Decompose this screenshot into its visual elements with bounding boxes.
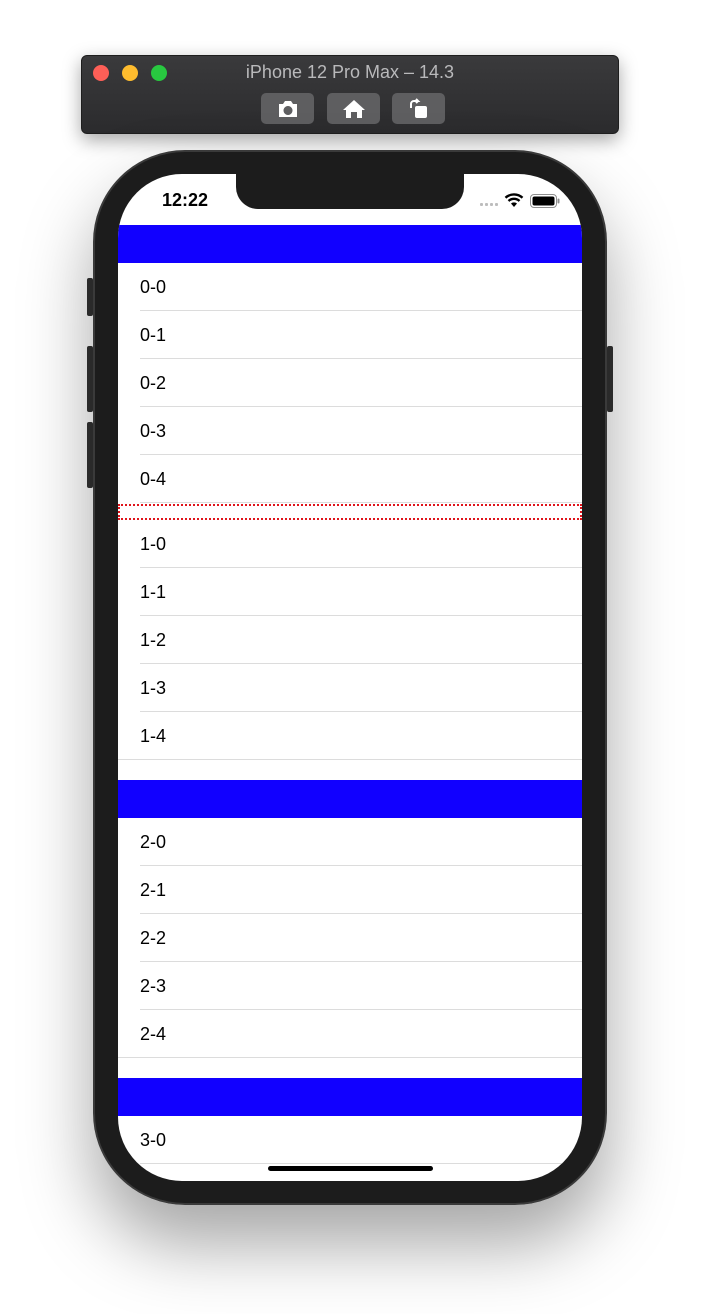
table-row[interactable]: 2-2 [118,914,582,962]
table-row[interactable]: 1-4 [118,712,582,760]
section-header [118,1078,582,1116]
zoom-window-button[interactable] [151,65,167,81]
section-footer [118,504,582,520]
home-indicator [268,1166,433,1171]
notch [236,174,464,209]
section-footer [118,1058,582,1078]
table-row[interactable]: 0-2 [118,359,582,407]
volume-down-button [87,422,93,488]
screenshot-button[interactable] [261,93,314,124]
minimize-window-button[interactable] [122,65,138,81]
table-row[interactable]: 1-2 [118,616,582,664]
simulator-title: iPhone 12 Pro Max – 14.3 [245,62,455,82]
table-view[interactable]: 0-0 0-1 0-2 0-3 0-4 1-0 1-1 1-2 1-3 1-4 … [118,225,582,1164]
table-row[interactable]: 1-1 [118,568,582,616]
battery-icon [530,193,560,208]
table-row[interactable]: 2-1 [118,866,582,914]
signal-icon [480,195,498,206]
home-button[interactable] [327,93,380,124]
section-header [118,780,582,818]
table-row[interactable]: 2-4 [118,1010,582,1058]
table-row[interactable]: 0-1 [118,311,582,359]
rotate-icon [409,97,427,118]
table-row[interactable]: 0-3 [118,407,582,455]
section-header [118,225,582,263]
table-row[interactable]: 0-4 [118,455,582,503]
status-time: 12:22 [162,190,209,210]
simulator-title-bar: iPhone 12 Pro Max – 14.3 [81,55,619,134]
rotate-button[interactable] [392,93,445,124]
volume-up-button [87,346,93,412]
table-row[interactable]: 2-0 [118,818,582,866]
home-icon [342,99,365,118]
close-window-button[interactable] [93,65,109,81]
power-button [607,346,613,412]
table-row[interactable]: 0-0 [118,263,582,311]
silent-switch [87,278,93,316]
table-row[interactable]: 1-3 [118,664,582,712]
wifi-icon [504,193,524,207]
section-footer [118,760,582,780]
table-row[interactable]: 3-0 [118,1116,582,1164]
table-row[interactable]: 1-0 [118,520,582,568]
table-row[interactable]: 2-3 [118,962,582,1010]
phone-screen: 12:22 0-0 0-1 0-2 0-3 0-4 1-0 1-1 1-2 1-… [118,174,582,1181]
status-icons [480,193,560,208]
camera-icon [278,100,297,117]
